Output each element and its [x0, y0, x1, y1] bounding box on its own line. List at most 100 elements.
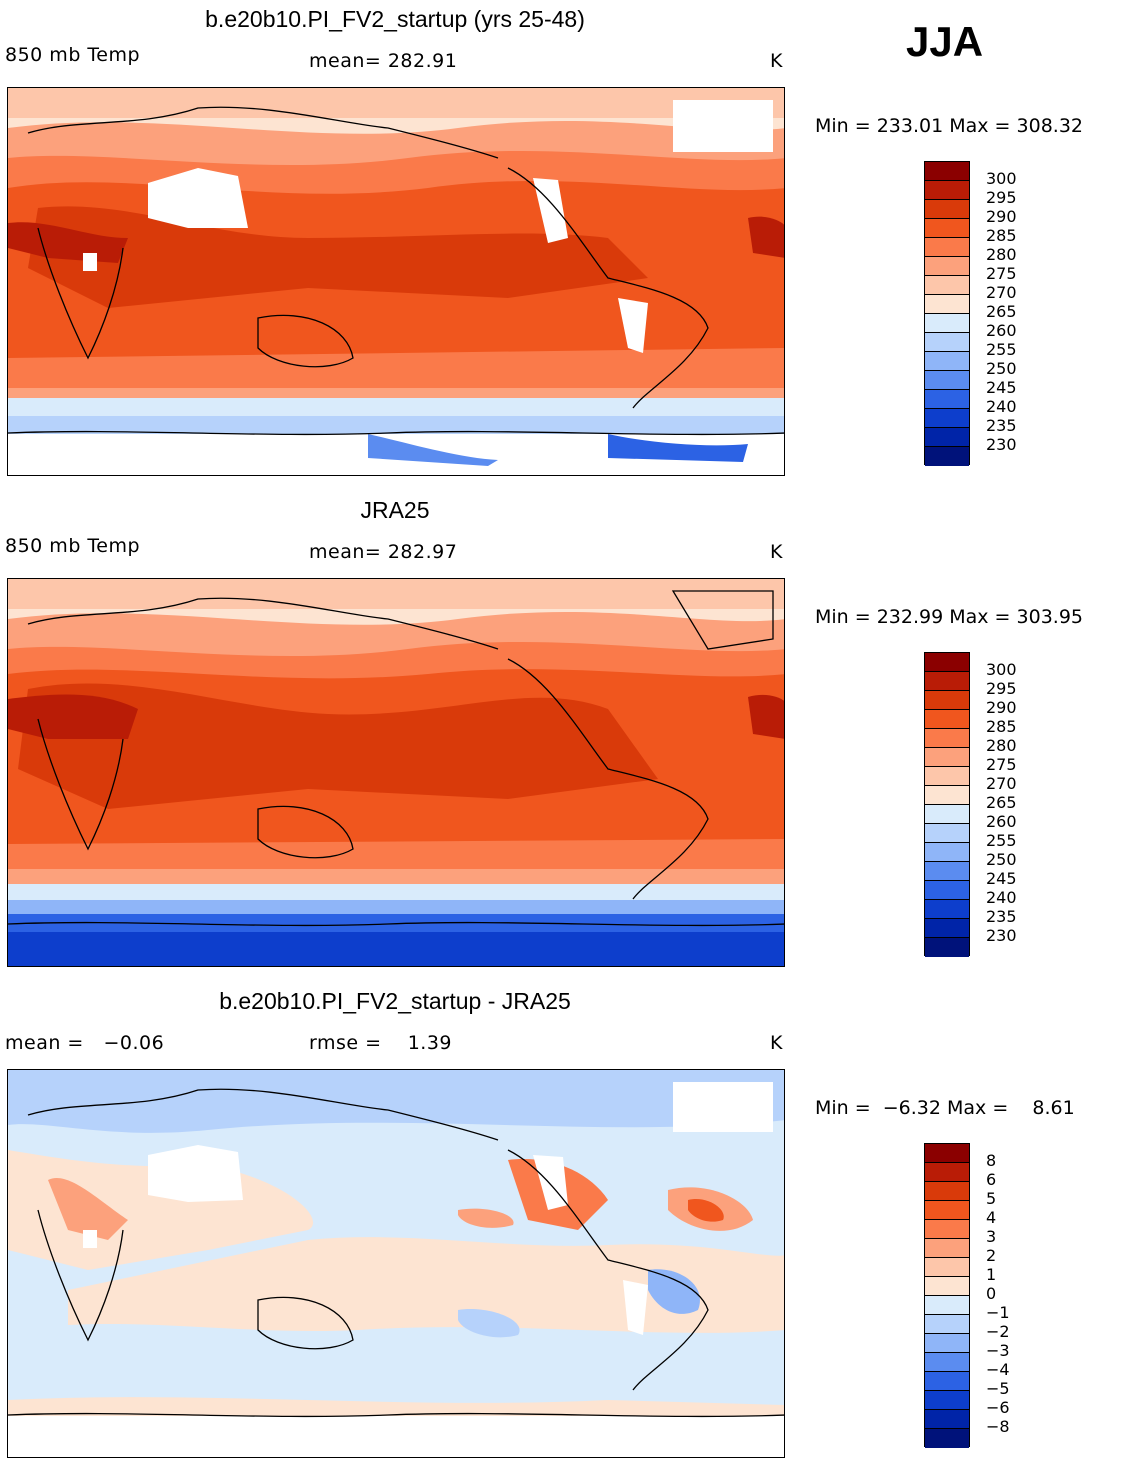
colorbar-swatch: [925, 238, 969, 257]
colorbar-swatch: [925, 333, 969, 352]
colorbar-swatch: [925, 181, 969, 200]
colorbar-swatch: [925, 390, 969, 409]
colorbar-tick-label: 240: [986, 888, 1017, 907]
colorbar-tick-label: 255: [986, 831, 1017, 850]
colorbar-swatch: [925, 1410, 969, 1429]
panel-3-rmse: rmse = 1.39: [309, 1032, 452, 1054]
panel-1-variable: 850 mb Temp: [5, 44, 141, 66]
colorbar-swatch: [925, 1353, 969, 1372]
colorbar-tick-label: −2: [986, 1322, 1010, 1341]
colorbar-swatch: [925, 900, 969, 919]
panel-2-minmax: Min = 232.99 Max = 303.95: [815, 606, 1083, 628]
colorbar-tick-label: −3: [986, 1341, 1010, 1360]
colorbar-tick-label: 250: [986, 850, 1017, 869]
colorbar-swatch: [925, 1239, 969, 1258]
colorbar-tick-label: 255: [986, 340, 1017, 359]
colorbar-tick-label: 245: [986, 869, 1017, 888]
panel-1-mean: mean= 282.91: [309, 50, 458, 72]
panel-1-minmax: Min = 233.01 Max = 308.32: [815, 115, 1083, 137]
panel-2-variable: 850 mb Temp: [5, 535, 141, 557]
colorbar-tick-label: 270: [986, 283, 1017, 302]
panel-3-minmax: Min = −6.32 Max = 8.61: [815, 1097, 1075, 1119]
colorbar-tick-label: 285: [986, 717, 1017, 736]
panel-2-map: [7, 578, 785, 967]
colorbar-swatch: [925, 767, 969, 786]
colorbar-tick-label: 290: [986, 698, 1017, 717]
colorbar-tick-label: 235: [986, 416, 1017, 435]
colorbar-swatch: [925, 1391, 969, 1410]
colorbar-tick-label: −1: [986, 1303, 1010, 1322]
panel-1-map: [7, 87, 785, 476]
panel-3-map: [7, 1069, 785, 1458]
panel-1-colorbar: [924, 161, 970, 466]
colorbar-tick-label: 275: [986, 755, 1017, 774]
panel-2-units: K: [770, 541, 783, 563]
colorbar-tick-label: 265: [986, 302, 1017, 321]
colorbar-swatch: [925, 938, 969, 957]
colorbar-tick-label: 250: [986, 359, 1017, 378]
colorbar-tick-label: 1: [986, 1265, 997, 1284]
colorbar-swatch: [925, 162, 969, 181]
colorbar-swatch: [925, 729, 969, 748]
colorbar-tick-label: 295: [986, 679, 1017, 698]
colorbar-tick-label: 240: [986, 397, 1017, 416]
colorbar-swatch: [925, 748, 969, 767]
colorbar-swatch: [925, 257, 969, 276]
colorbar-swatch: [925, 881, 969, 900]
panel-3-title: b.e20b10.PI_FV2_startup - JRA25: [219, 988, 571, 1014]
colorbar-tick-label: 0: [986, 1284, 997, 1303]
colorbar-tick-label: −4: [986, 1360, 1010, 1379]
colorbar-swatch: [925, 447, 969, 466]
colorbar-swatch: [925, 672, 969, 691]
colorbar-swatch: [925, 862, 969, 881]
colorbar-tick-label: 245: [986, 378, 1017, 397]
colorbar-swatch: [925, 200, 969, 219]
panel-2-title: JRA25: [360, 497, 430, 523]
colorbar-swatch: [925, 1334, 969, 1353]
colorbar-swatch: [925, 710, 969, 729]
colorbar-swatch: [925, 295, 969, 314]
colorbar-swatch: [925, 824, 969, 843]
colorbar-swatch: [925, 219, 969, 238]
panel-2-mean: mean= 282.97: [309, 541, 458, 563]
colorbar-tick-label: 275: [986, 264, 1017, 283]
colorbar-tick-label: 5: [986, 1189, 997, 1208]
panel-3-colorbar: [924, 1143, 970, 1448]
season-label: JJA: [906, 18, 984, 65]
colorbar-swatch: [925, 1144, 969, 1163]
colorbar-tick-label: 235: [986, 907, 1017, 926]
colorbar-swatch: [925, 1372, 969, 1391]
colorbar-swatch: [925, 1182, 969, 1201]
colorbar-swatch: [925, 691, 969, 710]
colorbar-tick-label: 260: [986, 812, 1017, 831]
colorbar-swatch: [925, 352, 969, 371]
colorbar-swatch: [925, 428, 969, 447]
colorbar-tick-label: −5: [986, 1379, 1010, 1398]
colorbar-swatch: [925, 805, 969, 824]
colorbar-tick-label: −6: [986, 1398, 1010, 1417]
colorbar-tick-label: 280: [986, 736, 1017, 755]
panel-1-units: K: [770, 50, 783, 72]
colorbar-swatch: [925, 1163, 969, 1182]
colorbar-swatch: [925, 1277, 969, 1296]
panel-1-title: b.e20b10.PI_FV2_startup (yrs 25-48): [205, 6, 585, 32]
colorbar-tick-label: 285: [986, 226, 1017, 245]
colorbar-tick-label: 230: [986, 435, 1017, 454]
colorbar-swatch: [925, 1220, 969, 1239]
colorbar-swatch: [925, 786, 969, 805]
colorbar-tick-label: 300: [986, 169, 1017, 188]
colorbar-swatch: [925, 276, 969, 295]
colorbar-swatch: [925, 919, 969, 938]
colorbar-swatch: [925, 1201, 969, 1220]
colorbar-swatch: [925, 1296, 969, 1315]
colorbar-swatch: [925, 843, 969, 862]
colorbar-swatch: [925, 1258, 969, 1277]
colorbar-tick-label: 8: [986, 1151, 997, 1170]
colorbar-swatch: [925, 371, 969, 390]
panel-3-units: K: [770, 1032, 783, 1054]
colorbar-tick-label: 230: [986, 926, 1017, 945]
colorbar-tick-label: 270: [986, 774, 1017, 793]
colorbar-swatch: [925, 1315, 969, 1334]
colorbar-tick-label: 4: [986, 1208, 997, 1227]
colorbar-swatch: [925, 409, 969, 428]
